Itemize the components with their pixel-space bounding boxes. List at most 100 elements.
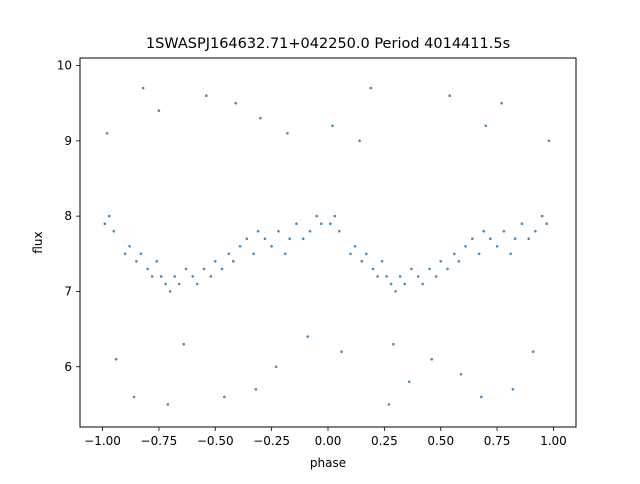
data-point-outlier — [484, 124, 488, 128]
x-tick-label: −0.25 — [253, 434, 290, 448]
y-tick-label: 6 — [64, 360, 72, 374]
data-point — [385, 275, 388, 278]
data-point — [315, 214, 319, 218]
data-point — [453, 252, 456, 256]
data-point — [214, 260, 217, 263]
data-point — [421, 282, 425, 286]
data-point-outlier — [259, 116, 262, 120]
data-point-outlier — [157, 109, 161, 112]
data-point-outlier — [274, 365, 278, 369]
chart-title: 1SWASPJ164632.71+042250.0 Period 4014411… — [146, 36, 510, 52]
x-tick-label: −0.50 — [197, 434, 234, 448]
data-point — [173, 275, 176, 278]
data-point-outlier — [132, 395, 136, 399]
data-point — [209, 275, 213, 278]
data-point — [184, 267, 188, 271]
data-point — [308, 229, 312, 233]
data-point — [295, 222, 298, 225]
data-point — [509, 252, 512, 256]
data-point — [155, 260, 158, 263]
data-point — [159, 275, 163, 278]
x-tick-label: 0.50 — [427, 434, 454, 448]
x-axis-ticks: −1.00 −0.75 −0.50 −0.25 0.00 0.25 0.50 0.75 1.00 — [84, 427, 567, 448]
data-point — [416, 275, 420, 278]
y-axis-label: flux — [31, 231, 45, 253]
data-point — [540, 214, 544, 218]
data-point — [398, 275, 402, 278]
data-point — [434, 275, 438, 278]
data-point-outlier — [234, 101, 237, 105]
data-point-outlier — [105, 132, 109, 135]
data-point-outlier — [511, 388, 515, 391]
data-point-outlier — [547, 139, 551, 143]
data-point — [482, 229, 485, 233]
data-point — [446, 267, 449, 271]
data-point — [135, 260, 138, 263]
data-point — [319, 222, 323, 225]
data-point-outlier — [114, 357, 118, 361]
data-point-outlier — [331, 124, 334, 128]
data-point — [389, 282, 393, 286]
data-point-outlier — [141, 86, 145, 90]
plot-frame — [79, 57, 577, 428]
data-point — [520, 222, 524, 225]
data-point — [513, 237, 517, 240]
data-point — [288, 237, 292, 240]
data-point — [168, 290, 172, 293]
data-point — [277, 229, 280, 233]
data-point-outlier — [392, 342, 395, 346]
data-point-outlier — [369, 86, 373, 90]
y-tick-label: 9 — [64, 134, 72, 148]
data-point-outlier — [182, 342, 185, 346]
data-point — [338, 229, 341, 233]
data-point — [238, 245, 242, 248]
data-point — [333, 214, 337, 218]
data-point — [112, 229, 116, 233]
data-point — [380, 260, 384, 263]
data-point — [128, 245, 131, 248]
plot-area — [80, 58, 576, 427]
data-point — [146, 267, 149, 271]
data-point — [108, 214, 111, 218]
data-point-outlier — [459, 373, 463, 376]
data-point — [457, 260, 461, 263]
data-point-outlier — [531, 350, 535, 354]
data-point — [471, 237, 474, 240]
data-point — [270, 245, 273, 248]
data-point — [371, 267, 375, 271]
y-tick-label: 8 — [64, 209, 72, 223]
data-point — [527, 237, 530, 240]
data-point — [202, 267, 206, 271]
data-point — [195, 282, 199, 286]
data-point-outlier — [340, 350, 343, 354]
y-tick-label: 10 — [57, 59, 72, 73]
data-point — [227, 252, 231, 256]
data-point — [232, 260, 235, 263]
data-point — [177, 282, 181, 286]
data-point — [150, 275, 154, 278]
data-point-outlier — [358, 139, 361, 143]
data-point-outlier — [407, 380, 411, 384]
x-tick-label: 0.75 — [484, 434, 511, 448]
data-point-outlier — [500, 101, 503, 105]
data-point — [123, 252, 127, 256]
data-point-outlier — [306, 335, 310, 338]
data-point — [428, 267, 431, 271]
data-point-outlier — [223, 395, 226, 399]
data-point — [477, 252, 481, 256]
x-tick-label: 1.00 — [540, 434, 567, 448]
data-point — [353, 245, 357, 248]
x-tick-label: −1.00 — [84, 434, 121, 448]
data-point-outlier — [205, 94, 208, 97]
x-tick-label: 0.00 — [315, 434, 342, 448]
data-point — [103, 222, 107, 225]
data-point — [394, 290, 397, 293]
data-point — [410, 267, 413, 271]
data-point — [349, 252, 352, 256]
x-tick-label: 0.25 — [371, 434, 398, 448]
data-point — [301, 237, 305, 240]
data-point-outlier — [430, 357, 434, 361]
data-point-outlier — [166, 403, 170, 406]
